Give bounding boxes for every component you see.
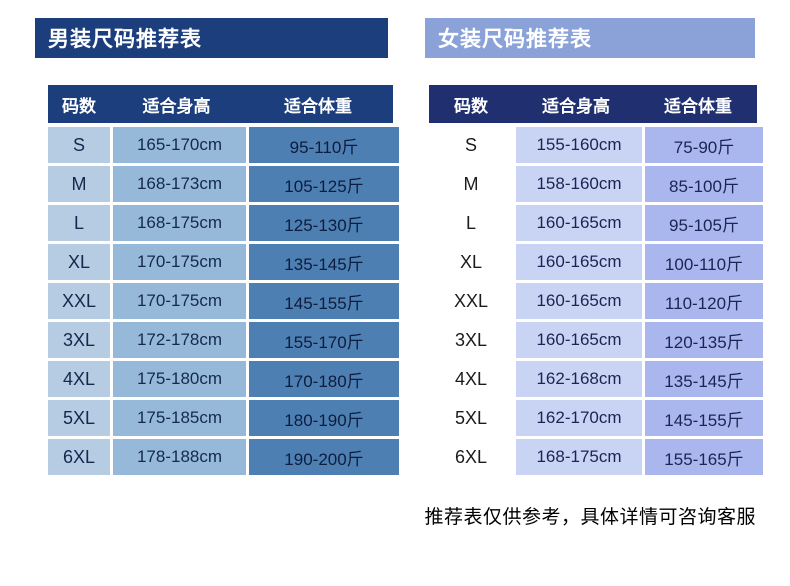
weight-cell: 155-170斤 <box>249 322 399 358</box>
size-cell: 4XL <box>429 361 513 397</box>
weight-cell: 110-120斤 <box>645 283 763 319</box>
height-cell: 160-165cm <box>516 205 642 241</box>
weight-cell: 120-135斤 <box>645 322 763 358</box>
size-cell: 5XL <box>429 400 513 436</box>
weight-cell: 155-165斤 <box>645 439 763 475</box>
size-cell: M <box>429 166 513 202</box>
size-cell: 6XL <box>429 439 513 475</box>
size-cell: XXL <box>48 283 110 319</box>
men-header-height: 适合身高 <box>142 96 211 116</box>
weight-cell: 100-110斤 <box>645 244 763 280</box>
weight-cell: 135-145斤 <box>645 361 763 397</box>
height-cell: 165-170cm <box>113 127 246 163</box>
weight-cell: 125-130斤 <box>249 205 399 241</box>
height-cell: 172-178cm <box>113 322 246 358</box>
size-cell: XL <box>429 244 513 280</box>
height-cell: 158-160cm <box>516 166 642 202</box>
size-cell: S <box>429 127 513 163</box>
weight-cell: 95-105斤 <box>645 205 763 241</box>
weight-cell: 95-110斤 <box>249 127 399 163</box>
men-header-size: 码数 <box>62 96 96 116</box>
footer-note: 推荐表仅供参考，具体详情可咨询客服 <box>424 507 756 528</box>
women-size-section: 女装尺码推荐表 码数 适合身高 适合体重 S 155-160cm 75-90斤 … <box>425 18 763 475</box>
women-table-body: S 155-160cm 75-90斤 M 158-160cm 85-100斤 L… <box>429 127 763 475</box>
height-cell: 178-188cm <box>113 439 246 475</box>
women-size-table: 码数 适合身高 适合体重 S 155-160cm 75-90斤 M 158-16… <box>429 85 763 475</box>
size-cell: 4XL <box>48 361 110 397</box>
size-cell: XL <box>48 244 110 280</box>
height-cell: 168-175cm <box>113 205 246 241</box>
height-cell: 170-175cm <box>113 244 246 280</box>
size-cell: XXL <box>429 283 513 319</box>
size-cell: 5XL <box>48 400 110 436</box>
weight-cell: 145-155斤 <box>645 400 763 436</box>
height-cell: 160-165cm <box>516 322 642 358</box>
size-cell: M <box>48 166 110 202</box>
women-header-size: 码数 <box>454 96 488 116</box>
height-cell: 162-168cm <box>516 361 642 397</box>
size-cell: L <box>429 205 513 241</box>
women-header-weight: 适合体重 <box>664 96 732 116</box>
size-cell: S <box>48 127 110 163</box>
weight-cell: 190-200斤 <box>249 439 399 475</box>
weight-cell: 85-100斤 <box>645 166 763 202</box>
size-cell: L <box>48 205 110 241</box>
height-cell: 160-165cm <box>516 283 642 319</box>
size-cell: 3XL <box>48 322 110 358</box>
height-cell: 162-170cm <box>516 400 642 436</box>
men-size-section: 男装尺码推荐表 码数 适合身高 适合体重 S 165-170cm 95-110斤… <box>35 18 399 475</box>
weight-cell: 75-90斤 <box>645 127 763 163</box>
height-cell: 170-175cm <box>113 283 246 319</box>
men-header-weight: 适合体重 <box>284 96 352 116</box>
size-cell: 6XL <box>48 439 110 475</box>
weight-cell: 145-155斤 <box>249 283 399 319</box>
men-table-body: S 165-170cm 95-110斤 M 168-173cm 105-125斤… <box>48 127 399 475</box>
men-table-header: 码数 适合身高 适合体重 <box>48 85 393 123</box>
women-table-title: 女装尺码推荐表 <box>425 18 755 58</box>
women-table-header: 码数 适合身高 适合体重 <box>429 85 757 123</box>
weight-cell: 135-145斤 <box>249 244 399 280</box>
height-cell: 160-165cm <box>516 244 642 280</box>
weight-cell: 180-190斤 <box>249 400 399 436</box>
height-cell: 155-160cm <box>516 127 642 163</box>
height-cell: 175-185cm <box>113 400 246 436</box>
height-cell: 168-173cm <box>113 166 246 202</box>
size-cell: 3XL <box>429 322 513 358</box>
women-header-height: 适合身高 <box>542 96 610 116</box>
weight-cell: 170-180斤 <box>249 361 399 397</box>
weight-cell: 105-125斤 <box>249 166 399 202</box>
men-size-table: 码数 适合身高 适合体重 S 165-170cm 95-110斤 M 168-1… <box>48 85 399 475</box>
height-cell: 175-180cm <box>113 361 246 397</box>
men-table-title: 男装尺码推荐表 <box>35 18 388 58</box>
height-cell: 168-175cm <box>516 439 642 475</box>
